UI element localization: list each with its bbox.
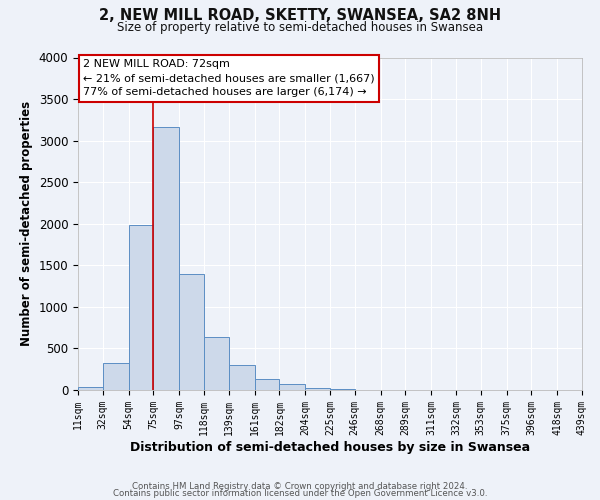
Text: 2 NEW MILL ROAD: 72sqm
← 21% of semi-detached houses are smaller (1,667)
77% of : 2 NEW MILL ROAD: 72sqm ← 21% of semi-det…	[83, 59, 374, 97]
Bar	[204, 337, 229, 390]
Text: 2, NEW MILL ROAD, SKETTY, SWANSEA, SA2 8NH: 2, NEW MILL ROAD, SKETTY, SWANSEA, SA2 8…	[99, 8, 501, 22]
Bar	[78, 386, 103, 390]
Bar	[330, 389, 355, 390]
Bar	[229, 365, 254, 390]
Bar	[103, 364, 128, 390]
X-axis label: Distribution of semi-detached houses by size in Swansea: Distribution of semi-detached houses by …	[130, 440, 530, 454]
Bar	[179, 274, 204, 390]
Bar	[128, 226, 154, 390]
Text: Contains public sector information licensed under the Open Government Licence v3: Contains public sector information licen…	[113, 489, 487, 498]
Y-axis label: Number of semi-detached properties: Number of semi-detached properties	[20, 101, 33, 346]
Bar	[280, 384, 305, 390]
Bar	[305, 388, 330, 390]
Bar	[254, 379, 280, 390]
Bar	[154, 128, 179, 390]
Text: Size of property relative to semi-detached houses in Swansea: Size of property relative to semi-detach…	[117, 21, 483, 34]
Text: Contains HM Land Registry data © Crown copyright and database right 2024.: Contains HM Land Registry data © Crown c…	[132, 482, 468, 491]
